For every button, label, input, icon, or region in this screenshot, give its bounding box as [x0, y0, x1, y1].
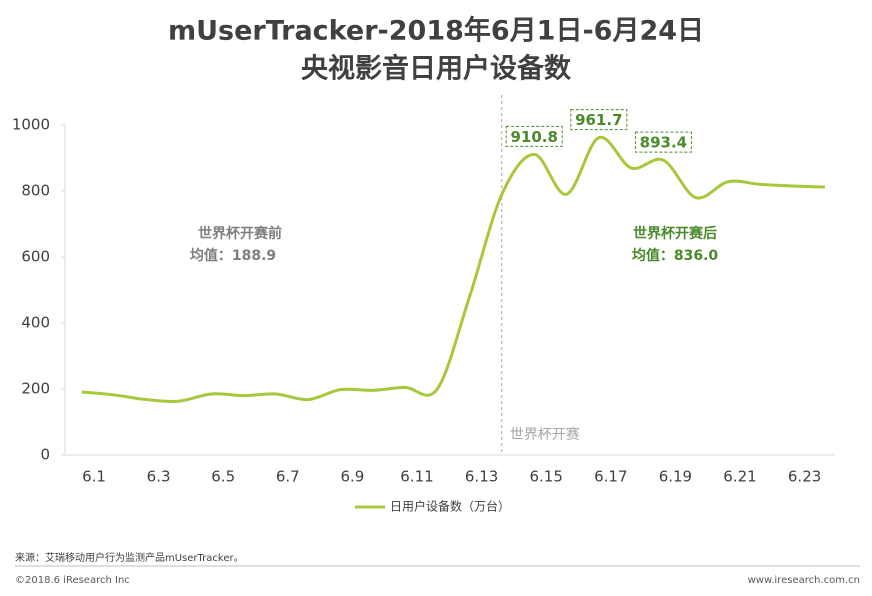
x-tick-label: 6.11 — [400, 468, 433, 486]
annotation: 均值：188.9 — [190, 247, 276, 264]
x-tick-label: 6.1 — [82, 468, 106, 486]
value-label-box — [634, 131, 692, 153]
annotation: 世界杯开赛前 — [198, 225, 282, 242]
y-tick-label: 1000 — [12, 116, 50, 134]
y-tick-label: 600 — [21, 248, 50, 266]
value-label: 961.7 — [575, 111, 622, 129]
x-tick-label: 6.19 — [659, 468, 692, 486]
chart-subtitle: 央视影音日用户设备数 — [301, 53, 572, 85]
y-tick-label: 0 — [40, 446, 50, 464]
value-label-box — [570, 109, 628, 131]
copyright: ©2018.6 iResearch Inc — [15, 575, 130, 586]
line — [81, 136, 825, 403]
y-tick-label: 800 — [21, 182, 50, 200]
x-tick-label: 6.5 — [211, 468, 235, 486]
x-tick-label: 6.7 — [276, 468, 300, 486]
x-tick-label: 6.15 — [529, 468, 562, 486]
x-tick-label: 6.9 — [340, 468, 364, 486]
x-tick-label: 6.3 — [147, 468, 171, 486]
value-label: 893.4 — [640, 134, 687, 152]
value-label-box — [505, 125, 563, 147]
x-tick-label: 6.13 — [465, 468, 498, 486]
x-tick-label: 6.21 — [723, 468, 756, 486]
value-label: 910.8 — [510, 128, 557, 146]
annotation: 世界杯开赛后 — [633, 225, 717, 242]
source: 来源：艾瑞移动用户行为监测产品mUserTracker。 — [15, 551, 244, 564]
y-tick-label: 400 — [21, 314, 50, 332]
annotation: 均值：836.0 — [632, 247, 719, 264]
x-tick-label: 6.17 — [594, 468, 627, 486]
chart-title: mUserTracker-2018年6月1日-6月24日 — [168, 15, 704, 47]
x-tick-label: 6.23 — [788, 468, 821, 486]
legend-label: 日用户设备数（万台） — [390, 499, 510, 514]
y-tick-label: 200 — [21, 380, 50, 398]
annotation: 世界杯开赛 — [510, 427, 580, 443]
website: www.iresearch.com.cn — [748, 575, 860, 586]
